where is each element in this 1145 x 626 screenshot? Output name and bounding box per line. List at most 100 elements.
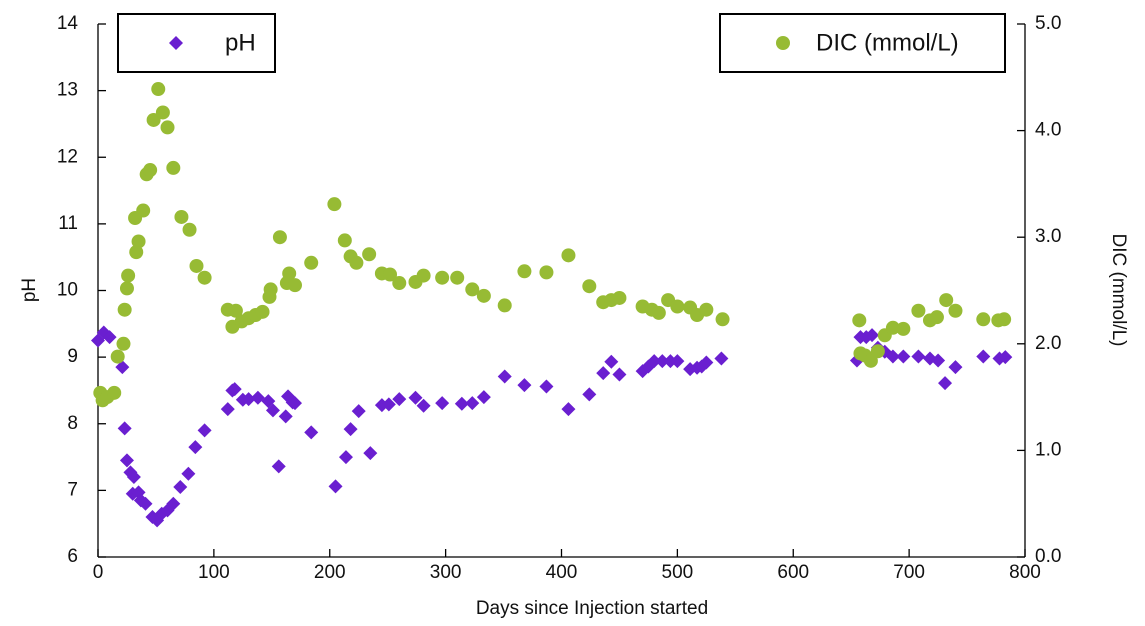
- x-axis-label: Days since Injection started: [476, 598, 708, 619]
- circle-marker: [166, 160, 181, 175]
- circle-marker: [476, 288, 491, 303]
- circle-marker: [976, 312, 991, 327]
- y2-tick-label: 3.0: [1035, 226, 1061, 247]
- diamond-marker: [250, 390, 265, 405]
- diamond-marker: [998, 350, 1013, 365]
- circle-marker: [612, 290, 627, 305]
- x-tick-label: 100: [198, 562, 230, 583]
- circle-marker: [155, 105, 170, 120]
- x-tick-label: 300: [430, 562, 462, 583]
- circle-marker: [160, 120, 175, 135]
- y-tick-label: 7: [67, 479, 78, 500]
- circle-marker: [143, 163, 158, 178]
- diamond-marker: [169, 36, 183, 50]
- diamond-marker: [343, 422, 358, 437]
- y2-tick-label: 1.0: [1035, 439, 1061, 460]
- diamond-marker: [351, 404, 366, 419]
- diamond-marker: [476, 390, 491, 405]
- y-tick-label: 11: [58, 213, 78, 234]
- diamond-marker: [119, 453, 134, 468]
- circle-marker: [497, 298, 512, 313]
- diamond-marker: [582, 387, 597, 402]
- y-tick-label: 12: [57, 146, 78, 167]
- diamond-marker: [539, 379, 554, 394]
- circle-marker: [174, 209, 189, 224]
- diamond-marker: [304, 425, 319, 440]
- diamond-marker: [197, 423, 212, 438]
- x-tick-label: 0: [93, 562, 104, 583]
- circle-marker: [435, 270, 450, 285]
- y-tick-label: 13: [57, 80, 78, 101]
- circle-marker: [776, 36, 790, 50]
- circle-marker: [327, 197, 342, 212]
- circle-marker: [349, 255, 364, 270]
- circle-marker: [182, 222, 197, 237]
- diamond-marker: [227, 382, 242, 397]
- diamond-marker: [596, 366, 611, 381]
- circle-marker: [272, 230, 287, 245]
- x-tick-label: 500: [662, 562, 694, 583]
- y2-tick-label: 5.0: [1035, 13, 1061, 34]
- y-tick-label: 8: [67, 413, 78, 434]
- y-tick-label: 10: [57, 280, 78, 301]
- circle-marker: [416, 268, 431, 283]
- y2-tick-label: 2.0: [1035, 333, 1061, 354]
- circle-marker: [337, 233, 352, 248]
- circle-marker: [870, 344, 885, 359]
- diamond-marker: [287, 396, 302, 411]
- circle-marker: [582, 279, 597, 294]
- circle-marker: [885, 320, 900, 335]
- circle-marker: [517, 264, 532, 279]
- diamond-marker: [271, 459, 286, 474]
- circle-marker: [911, 303, 926, 318]
- diamond-marker: [931, 353, 946, 368]
- circle-marker: [362, 247, 377, 262]
- circle-marker: [539, 265, 554, 280]
- circle-marker: [136, 203, 151, 218]
- circle-marker: [651, 305, 666, 320]
- circle-marker: [151, 82, 166, 97]
- circle-marker: [939, 293, 954, 308]
- diamond-marker: [497, 369, 512, 384]
- diamond-marker: [885, 349, 900, 364]
- diamond-marker: [408, 390, 423, 405]
- diamond-marker: [181, 466, 196, 481]
- circle-marker: [465, 282, 480, 297]
- diamond-marker: [392, 392, 407, 407]
- diamond-marker: [938, 376, 953, 391]
- circle-marker: [450, 270, 465, 285]
- circle-marker: [119, 281, 134, 296]
- diamond-marker: [454, 396, 469, 411]
- diamond-marker: [670, 354, 685, 369]
- y2-axis-label: DIC (mmol/L): [1108, 234, 1129, 347]
- circle-marker: [282, 266, 297, 281]
- circle-marker: [110, 349, 125, 364]
- x-tick-label: 700: [893, 562, 925, 583]
- x-tick-label: 800: [1009, 562, 1041, 583]
- circle-marker: [131, 234, 146, 249]
- x-tick-label: 200: [314, 562, 346, 583]
- diamond-marker: [381, 397, 396, 412]
- diamond-marker: [714, 351, 729, 366]
- circle-marker: [117, 302, 132, 317]
- circle-marker: [263, 282, 278, 297]
- diamond-marker: [911, 349, 926, 364]
- y-tick-label: 14: [57, 13, 79, 34]
- circle-marker: [997, 312, 1012, 327]
- diamond-marker: [241, 392, 256, 407]
- circle-marker: [929, 310, 944, 325]
- legend-label: DIC (mmol/L): [816, 29, 959, 56]
- circle-marker: [863, 353, 878, 368]
- y-tick-label: 6: [67, 546, 78, 567]
- circle-marker: [699, 302, 714, 317]
- diamond-marker: [865, 328, 880, 343]
- circle-marker: [197, 270, 212, 285]
- diamond-marker: [435, 396, 450, 411]
- y2-tick-label: 0.0: [1035, 546, 1061, 567]
- legend-box: [719, 13, 1006, 73]
- circle-marker: [228, 303, 243, 318]
- diamond-marker: [338, 450, 353, 465]
- x-tick-label: 400: [546, 562, 578, 583]
- diamond-marker: [173, 480, 188, 495]
